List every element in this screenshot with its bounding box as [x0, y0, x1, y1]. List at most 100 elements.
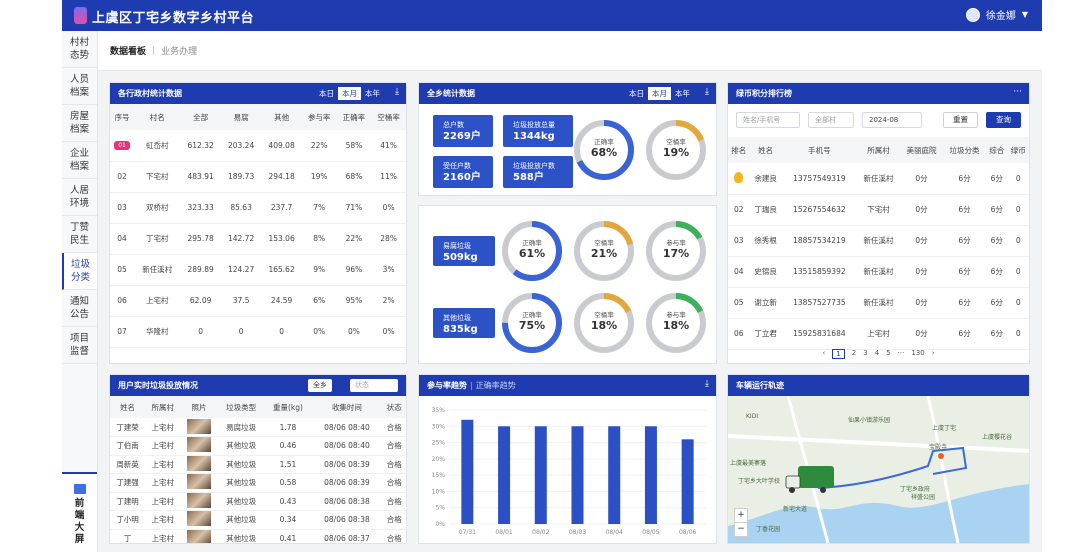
download-icon[interactable]: ⤓ — [705, 87, 709, 97]
table-row[interactable]: 03 双桥村 323.33 85.63 237.7 7% 71% 0% — [110, 192, 406, 224]
table-row[interactable]: 丁伯南 上宅村 其他垃圾 0.46 08/06 08:40 合格 — [110, 436, 406, 456]
table-row[interactable]: 02 下宅村 483.91 189.73 294.18 19% 68% 11% — [110, 161, 406, 193]
bar[interactable] — [534, 426, 547, 524]
period-option[interactable]: 本月 — [648, 87, 671, 100]
ring-fill — [646, 221, 706, 281]
photo-thumbnail[interactable] — [186, 455, 211, 471]
map-place-label: 祥盛公园 — [911, 494, 936, 501]
vehicle-map[interactable]: KIDI 仙果小镇游乐园 上虞丁宅 宝殿寺 上虞最美寨落 丁宅乡政府 上虞樱花谷 丁宅乡大叶学… — [728, 395, 1029, 543]
table-row[interactable]: 06 丁立君 15925831684 上宅村 0分 6分 6分 0 — [728, 318, 1029, 350]
status-select[interactable]: 状态 — [350, 379, 398, 392]
village-select[interactable]: 全部村 — [808, 112, 854, 128]
table-row[interactable]: 02 丁瑞良 15267554632 下宅村 0分 6分 6分 0 — [728, 194, 1029, 226]
sidebar-item[interactable]: 丁赞民生 — [62, 216, 97, 253]
ring-chart — [646, 221, 706, 281]
sidebar-item[interactable]: 人员档案 — [62, 68, 97, 105]
rank-cell: 06 — [728, 318, 750, 350]
cell-name: 丁建强 — [110, 473, 146, 493]
garbage-truck-icon[interactable] — [785, 466, 834, 493]
y-tick-label: 25% — [432, 440, 446, 447]
cell-part: 7% — [301, 192, 337, 224]
user-menu[interactable]: 徐金娜 ▼ — [965, 7, 1028, 22]
reset-button[interactable]: 重置 — [943, 112, 978, 128]
ring-fill — [646, 293, 706, 353]
page-number[interactable]: 3 — [863, 349, 868, 357]
page-number[interactable]: 5 — [886, 349, 891, 357]
table-row[interactable]: 丁建强 上宅村 其他垃圾 0.58 08/06 08:39 合格 — [110, 473, 406, 493]
page-number[interactable]: 4 — [874, 349, 880, 357]
table-row[interactable]: 丁建荣 上宅村 易腐垃圾 1.78 08/06 08:40 合格 — [110, 418, 406, 437]
more-icon[interactable]: ··· — [1013, 87, 1022, 97]
photo-thumbnail[interactable] — [186, 437, 211, 453]
table-row[interactable]: 03 徐秀根 18857534219 新任溪村 0分 6分 6分 0 — [728, 225, 1029, 257]
period-option[interactable]: 本月 — [338, 87, 361, 100]
bar[interactable] — [644, 426, 657, 524]
bar[interactable] — [461, 419, 474, 524]
period-option[interactable]: 本年 — [365, 89, 380, 98]
photo-thumbnail[interactable] — [186, 474, 211, 490]
sidebar-item[interactable]: 企业档案 — [62, 142, 97, 179]
scope-select[interactable]: 全乡 — [308, 379, 332, 392]
page-number[interactable]: ··· — [897, 349, 905, 357]
cell-total: 6分 — [986, 225, 1008, 257]
bar[interactable] — [681, 439, 694, 524]
month-picker[interactable]: 2024-08 — [862, 112, 922, 128]
tab-business[interactable]: 业务办理 — [161, 47, 198, 57]
prev-page-button[interactable]: ‹ — [822, 349, 826, 357]
period-option[interactable]: 本年 — [675, 89, 690, 98]
query-button[interactable]: 查询 — [986, 112, 1021, 128]
table-row[interactable]: 06 上宅村 62.09 37.5 24.59 6% 95% 2% — [110, 285, 406, 317]
next-page-button[interactable]: › — [931, 349, 935, 357]
zoom-in-button[interactable]: + — [735, 509, 747, 523]
photo-thumbnail[interactable] — [186, 492, 211, 508]
cell-yard: 0分 — [900, 318, 943, 350]
table-row[interactable]: 丁上宅村 其他垃圾 0.41 08/06 08:37 合格 — [110, 529, 406, 543]
y-tick-label: 35% — [432, 407, 446, 414]
table-row[interactable]: 周新英 上宅村 其他垃圾 1.51 08/06 08:39 合格 — [110, 455, 406, 474]
download-icon[interactable]: ⤓ — [705, 379, 709, 389]
bar[interactable] — [571, 426, 584, 524]
sidebar-item[interactable]: 房屋档案 — [62, 105, 97, 142]
period-option[interactable]: 本日 — [319, 89, 334, 98]
table-row[interactable]: 04 史锦良 13515859392 新任溪村 0分 6分 6分 0 — [728, 256, 1029, 288]
period-option[interactable]: 本日 — [629, 89, 644, 98]
tab-dashboard[interactable]: 数据看板 — [110, 47, 147, 57]
table-row[interactable]: 07 华隆村 0 0 0 0% 0% 0% — [110, 316, 406, 348]
table-row[interactable]: 01 虹岙村 612.32 203.24 409.08 22% 58% 41% — [110, 130, 406, 162]
photo-thumbnail[interactable] — [186, 511, 211, 527]
sidebar-item[interactable]: 通知公告 — [62, 290, 97, 327]
table-row[interactable]: 05 新任溪村 289.89 124.27 165.62 9% 96% 3% — [110, 254, 406, 286]
table-row[interactable]: 丁建明 上宅村 其他垃圾 0.43 08/06 08:38 合格 — [110, 492, 406, 511]
page-number[interactable]: 1 — [832, 349, 845, 359]
caret-down-icon[interactable]: ▼ — [1021, 10, 1028, 19]
page-number[interactable]: 2 — [851, 349, 857, 357]
panel-title: 用户实时垃圾投放情况 — [118, 381, 198, 390]
bar[interactable] — [608, 426, 621, 524]
table-row[interactable]: 丁小明 上宅村 其他垃圾 0.34 08/06 08:38 合格 — [110, 510, 406, 530]
big-screen-button[interactable]: 前端大屏 — [62, 472, 97, 552]
photo-thumbnail[interactable] — [186, 529, 211, 543]
sidebar-item[interactable]: 项目监督 — [62, 327, 97, 364]
table-row[interactable]: 04 丁宅村 295.78 142.72 153.06 8% 22% 28% — [110, 223, 406, 255]
panel-subtitle[interactable]: 正确率趋势 — [475, 381, 516, 390]
sidebar-item[interactable]: 人居环境 — [62, 179, 97, 216]
zoom-out-button[interactable]: − — [737, 524, 745, 534]
photo-thumbnail[interactable] — [186, 418, 211, 434]
download-icon[interactable]: ⤓ — [395, 87, 399, 97]
sidebar-item[interactable]: 垃圾分类 — [62, 253, 97, 290]
page-number[interactable]: 130 — [911, 349, 925, 357]
cell-all: 62.09 — [180, 285, 221, 317]
category-value: 835kg — [443, 324, 478, 335]
column-header: 空桶率 — [371, 104, 406, 130]
bar[interactable] — [498, 426, 511, 524]
table-row[interactable]: 余建良 13757549319 新任溪村 0分 6分 6分 0 — [728, 163, 1029, 195]
app-logo-icon — [74, 7, 87, 24]
ring-label: 正确率 — [522, 311, 542, 320]
sidebar-item[interactable]: 村村态势 — [62, 31, 97, 68]
table-row[interactable]: 05 谢立新 13857527735 新任溪村 0分 6分 6分 0 — [728, 287, 1029, 319]
name-search-input[interactable]: 姓名/手机号 — [736, 112, 800, 128]
trend-panel: 参与率趋势 | 正确率趋势 ⤓ 0% 5% 10% 15% 20% 25% 30% 35% 07… — [418, 374, 717, 544]
cell-village: 新任溪村 — [857, 163, 900, 195]
stat-value: 1344kg — [513, 131, 555, 142]
village-stats-panel: 各行政村统计数据 本日 本月 本年 ⤓ 序号 村名 全部 易腐 其他 参与率 正确率 空桶率 01… — [109, 82, 407, 364]
